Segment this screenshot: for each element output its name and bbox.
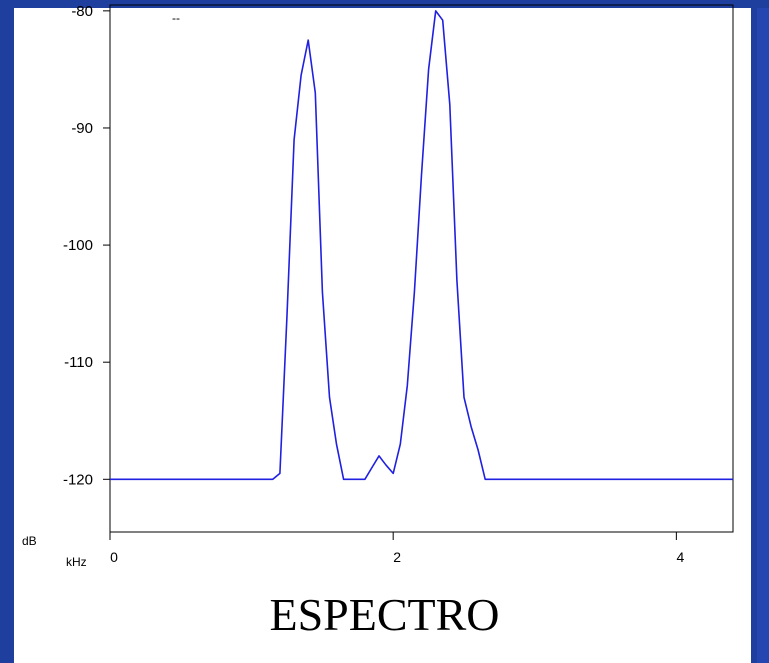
y-tick-label: -110 [64, 354, 93, 371]
x-tick-label: 0 [110, 549, 118, 565]
slide-right-strip [757, 8, 769, 663]
legend-entry: -- [172, 11, 180, 25]
y-tick-label: -100 [63, 237, 93, 254]
slide-left-border [0, 0, 14, 663]
y-tick-label: -120 [63, 471, 93, 488]
x-tick-label: 4 [676, 549, 684, 565]
slide-left-gap [14, 8, 20, 573]
spectrum-line [110, 10, 733, 481]
x-axis-label: kHz [66, 555, 87, 569]
slide-top-border [0, 0, 769, 8]
y-axis-label: dB [22, 534, 37, 548]
slide-right-gap [747, 8, 751, 663]
x-tick-label: 2 [393, 549, 401, 565]
chart-series [110, 10, 733, 481]
chart-ticks: -80 -90 -100 -110 -120 0 2 4 [63, 3, 684, 565]
y-tick-label: -80 [71, 3, 93, 20]
slide-caption: ESPECTRO [269, 589, 500, 640]
plot-frame [109, 4, 734, 533]
chart-axes [109, 4, 734, 533]
y-tick-label: -90 [71, 120, 93, 137]
